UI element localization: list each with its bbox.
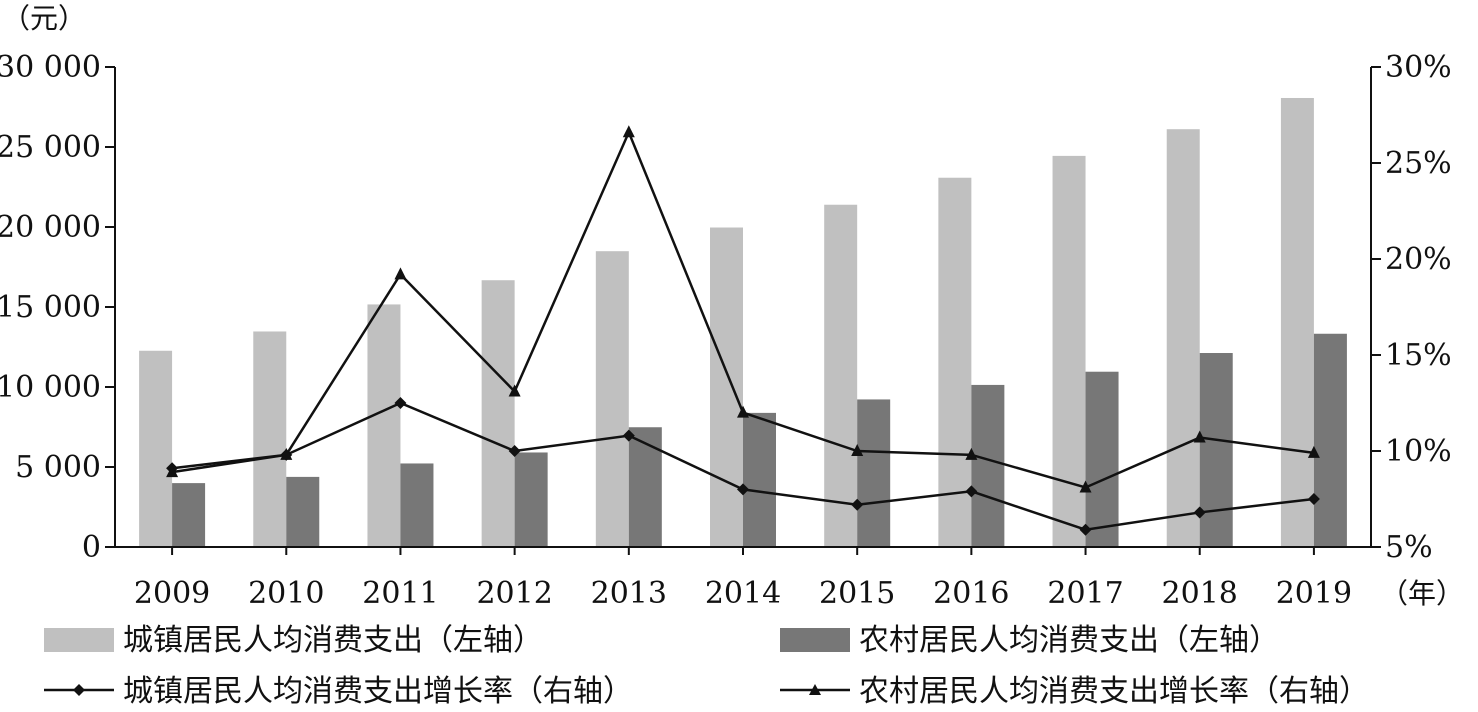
bar-rural-spending — [1199, 353, 1233, 547]
point-urban-growth — [1307, 493, 1320, 505]
bar-urban-spending — [710, 227, 743, 547]
bar-rural-spending — [172, 483, 206, 547]
legend-swatch-rural-spending — [780, 628, 850, 652]
point-rural-growth — [1193, 430, 1206, 443]
left-axis-tick-label: 25 000 — [0, 130, 101, 165]
bar-rural-spending — [1313, 333, 1347, 547]
bar-rural-spending — [628, 427, 662, 547]
left-axis-tick-label: 15 000 — [0, 290, 101, 325]
right-axis-tick-label: 5% — [1385, 530, 1433, 565]
point-urban-growth — [508, 445, 521, 457]
legend-marker-rural-growth-triangle — [809, 684, 821, 695]
point-rural-growth — [737, 405, 749, 418]
left-axis-unit-label: （元） — [2, 2, 86, 35]
point-urban-growth — [622, 429, 635, 442]
left-axis-tick-label: 10 000 — [0, 370, 101, 405]
right-axis-tick-label: 10% — [1385, 434, 1452, 469]
right-axis-tick-label: 30% — [1385, 50, 1452, 85]
point-urban-growth — [851, 498, 864, 511]
point-rural-growth — [508, 384, 521, 397]
x-axis-tick-label: 2013 — [591, 576, 667, 611]
point-rural-growth — [851, 444, 864, 456]
x-axis-tick-label: 2014 — [705, 576, 781, 611]
bar-urban-spending — [481, 280, 515, 547]
legend-label-rural-spending: 农村居民人均消费支出（左轴） — [859, 623, 1279, 658]
x-axis-tick-label: 2010 — [248, 576, 324, 611]
point-rural-growth — [394, 267, 407, 280]
left-axis-tick-label: 0 — [82, 530, 101, 565]
right-axis-tick-label: 20% — [1385, 242, 1452, 277]
left-axis-tick-label: 20 000 — [0, 210, 101, 245]
legend: 城镇居民人均消费支出（左轴） 农村居民人均消费支出（左轴） 城镇居民人均消费支出… — [44, 623, 1369, 709]
bar-urban-spending — [253, 331, 287, 547]
legend-marker-urban-growth-diamond — [73, 684, 85, 696]
bar-urban-spending — [1052, 155, 1086, 547]
point-rural-growth — [965, 447, 978, 460]
bar-urban-spending — [367, 304, 401, 547]
point-rural-growth — [280, 447, 293, 460]
legend-label-urban-growth: 城镇居民人均消费支出增长率（右轴） — [123, 674, 633, 709]
bar-urban-spending — [139, 350, 173, 547]
bar-rural-spending — [743, 412, 776, 547]
x-axis-tick-label: 2018 — [1162, 576, 1238, 611]
bar-urban-spending — [1280, 97, 1314, 547]
point-rural-growth — [622, 125, 635, 138]
bar-urban-spending — [938, 177, 972, 547]
left-axis-tick-label: 5 000 — [15, 450, 101, 485]
left-axis-tick-label: 30 000 — [0, 50, 101, 85]
bar-rural-spending — [514, 452, 548, 547]
bar-urban-spending — [1166, 129, 1200, 547]
x-axis-tick-label: 2011 — [362, 576, 438, 611]
axes-layer: （元） （年） 0 5 000 10 000 15 000 20 000 25 000 30… — [0, 2, 1464, 611]
point-rural-growth — [1307, 445, 1320, 458]
x-axis-tick-label: 2017 — [1047, 576, 1123, 611]
x-axis-tick-label: 2019 — [1276, 576, 1352, 611]
bars-layer — [139, 97, 1347, 547]
right-axis-tick-label: 15% — [1385, 338, 1452, 373]
bar-rural-spending — [857, 399, 891, 547]
x-axis-tick-label: 2016 — [933, 576, 1009, 611]
legend-label-rural-growth: 农村居民人均消费支出增长率（右轴） — [859, 674, 1369, 709]
lines-layer — [166, 125, 1320, 536]
bar-rural-spending — [1085, 371, 1119, 547]
bar-rural-spending — [286, 476, 320, 547]
x-axis-tick-label: 2012 — [476, 576, 552, 611]
x-axis-unit-label: （年） — [1380, 577, 1464, 610]
point-urban-growth — [965, 485, 978, 498]
bar-rural-spending — [400, 463, 434, 547]
point-urban-growth — [737, 483, 749, 496]
right-axis-tick-label: 25% — [1385, 146, 1452, 181]
bar-rural-spending — [971, 384, 1005, 547]
legend-swatch-urban-spending — [44, 628, 114, 652]
point-urban-growth — [1079, 523, 1092, 536]
bar-urban-spending — [824, 204, 858, 547]
point-rural-growth — [166, 465, 179, 478]
x-axis-tick-label: 2015 — [819, 576, 895, 611]
point-urban-growth — [1193, 506, 1206, 519]
bar-urban-spending — [595, 251, 629, 547]
point-urban-growth — [394, 397, 407, 409]
x-axis-tick-label: 2009 — [134, 576, 210, 611]
point-rural-growth — [1079, 480, 1092, 493]
legend-label-urban-spending: 城镇居民人均消费支出（左轴） — [123, 623, 543, 658]
